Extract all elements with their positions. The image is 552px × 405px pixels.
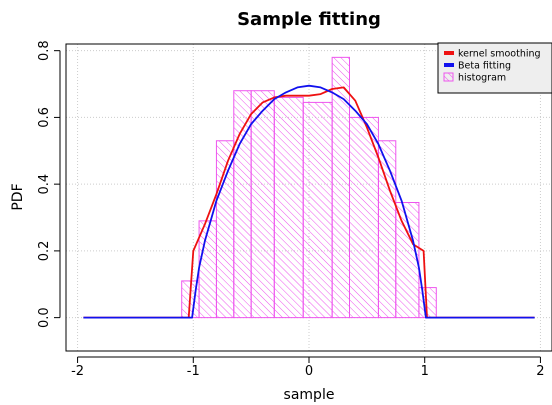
chart-title: Sample fitting xyxy=(237,9,381,30)
legend-label: histogram xyxy=(458,73,506,84)
x-tick-label: 1 xyxy=(421,364,429,379)
histogram-bar xyxy=(331,56,350,319)
y-axis-label: PDF xyxy=(10,183,26,210)
y-axis: 0.0 0.2 0.4 0.6 0.8 xyxy=(37,40,61,328)
histogram-bar xyxy=(302,101,333,319)
y-tick-label: 0.2 xyxy=(37,241,52,262)
series-line-kernel-smoothing xyxy=(83,86,535,319)
x-tick-label: -2 xyxy=(71,364,84,379)
histogram-bar xyxy=(250,90,275,319)
x-tick-label: 2 xyxy=(536,364,544,379)
x-axis: -2 -1 0 1 2 xyxy=(71,356,545,379)
histogram-bar xyxy=(198,220,217,319)
legend-label: kernel smoothing xyxy=(458,49,541,60)
histogram-bar xyxy=(273,96,304,319)
plot-frame xyxy=(65,43,552,352)
y-tick-label: 0.4 xyxy=(37,174,52,195)
legend-box xyxy=(437,42,552,94)
histogram-bar xyxy=(233,90,252,319)
legend-label: Beta fitting xyxy=(458,61,511,72)
legend-swatch-histogram xyxy=(443,72,454,82)
legend-swatch-kernel-smoothing xyxy=(444,51,454,55)
legend-swatch-beta-fitting xyxy=(444,63,454,67)
y-tick-label: 0.0 xyxy=(37,307,52,328)
histogram-bar xyxy=(395,202,420,319)
x-tick-label: -1 xyxy=(187,364,200,379)
x-axis-label: sample xyxy=(284,387,335,403)
y-tick-label: 0.6 xyxy=(37,107,52,128)
histogram-bar xyxy=(349,116,379,319)
series-line-beta-fitting xyxy=(83,84,535,319)
y-tick-label: 0.8 xyxy=(37,40,52,61)
x-tick-label: 0 xyxy=(305,364,313,379)
series-lines xyxy=(83,84,535,319)
